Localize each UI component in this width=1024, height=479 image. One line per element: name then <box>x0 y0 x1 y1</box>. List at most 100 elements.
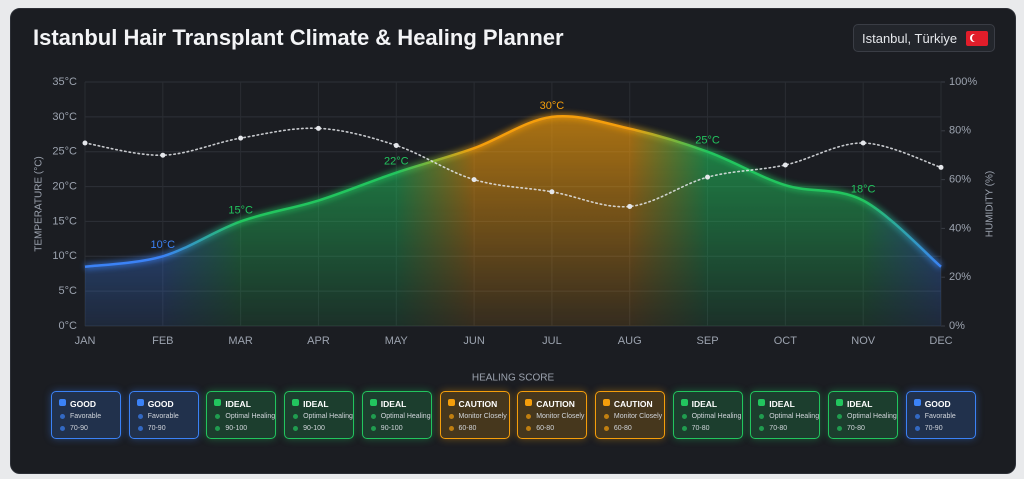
status: IDEAL <box>380 399 407 409</box>
humidity-point <box>705 174 711 180</box>
x-tick-label: SEP <box>697 335 719 347</box>
description: Favorable <box>924 413 956 420</box>
icon <box>448 426 454 431</box>
icon <box>448 414 454 419</box>
data-label: 18°C <box>851 183 876 195</box>
healing-card[interactable]: IDEAL Optimal Healing 90-100 <box>284 391 355 439</box>
status-icon <box>913 399 921 406</box>
description: Monitor Closely <box>458 413 507 420</box>
status-icon <box>292 399 300 406</box>
status-icon <box>369 399 377 406</box>
healing-card[interactable]: CAUTION Monitor Closely 60-80 <box>439 391 510 439</box>
status-icon <box>214 399 222 406</box>
icon <box>681 414 687 419</box>
icon <box>603 426 609 431</box>
status-icon <box>836 399 843 406</box>
score-range: 70-90 <box>70 425 88 432</box>
healing-card[interactable]: IDEAL Optimal Healing 70-80 <box>672 391 743 439</box>
icon <box>681 426 687 431</box>
y-tick-label: 15°C <box>52 215 77 227</box>
x-tick-label: APR <box>307 335 330 347</box>
icon <box>137 414 143 419</box>
status: IDEAL <box>303 399 329 409</box>
healing-card[interactable]: IDEAL Optimal Healing 90-100 <box>206 391 277 439</box>
healing-card[interactable]: IDEAL Optimal Healing 90-100 <box>361 391 432 439</box>
humidity-point <box>549 189 555 195</box>
x-tick-label: OCT <box>774 335 798 347</box>
status: IDEAL <box>847 399 873 409</box>
status: CAUTION <box>613 399 653 409</box>
status: GOOD <box>147 399 174 409</box>
icon <box>603 414 609 419</box>
description: Optimal Healing <box>380 413 431 420</box>
icon <box>837 426 842 431</box>
status-icon <box>680 399 688 406</box>
status: CAUTION <box>458 399 498 409</box>
x-tick-label: AUG <box>618 335 642 347</box>
data-label: 22°C <box>384 156 409 168</box>
humidity-point <box>627 203 633 209</box>
y2-axis-title: HUMIDITY (%) <box>985 171 996 237</box>
icon <box>293 414 299 419</box>
y-tick-label: 35°C <box>52 76 77 88</box>
title: Istanbul Hair Transplant Climate & Heali… <box>33 25 564 50</box>
status: IDEAL <box>769 399 795 409</box>
healing-card[interactable]: GOOD Favorable 70-90 <box>51 391 121 439</box>
y2-tick-label: 20% <box>949 271 971 283</box>
description: Monitor Closely <box>613 413 663 420</box>
icon <box>759 414 765 419</box>
data-label: 15°C <box>228 204 253 216</box>
x-tick-label: JUN <box>463 335 484 347</box>
x-tick-label: NOV <box>851 335 876 347</box>
icon <box>370 426 376 431</box>
y-tick-label: 20°C <box>52 180 77 192</box>
score-range: 70-90 <box>147 425 166 432</box>
score-range: 70-80 <box>769 425 788 432</box>
x-tick-label: MAY <box>385 335 409 347</box>
score-range: 90-100 <box>303 425 325 432</box>
status: GOOD <box>70 399 96 409</box>
x-tick-label: FEB <box>152 335 173 347</box>
location: Istanbul, Türkiye <box>862 31 958 46</box>
status-icon <box>447 399 455 406</box>
x-tick-label: JUL <box>542 335 562 347</box>
y-tick-label: 5°C <box>59 285 78 297</box>
healing-card[interactable]: CAUTION Monitor Closely 60-80 <box>594 391 665 439</box>
status-icon <box>602 399 610 406</box>
score-range: 70-80 <box>691 425 710 432</box>
icon <box>914 426 920 431</box>
icon <box>215 426 221 431</box>
icon <box>215 414 221 419</box>
y-tick-label: 25°C <box>52 146 77 158</box>
description: Favorable <box>147 413 179 420</box>
dashboard: 0°C 5°C 10°C 15°C 20°C 25°C 30°C 35°C 0% 20% 40% 60… <box>10 8 1016 474</box>
y2-tick-label: 60% <box>949 174 971 186</box>
status-icon <box>59 399 66 406</box>
healing-card[interactable]: IDEAL Optimal Healing 70-80 <box>828 391 898 439</box>
healing-card[interactable]: IDEAL Optimal Healing 70-80 <box>750 391 821 439</box>
y-axis-title: TEMPERATURE (°C) <box>34 156 45 251</box>
y2-tick-label: 80% <box>949 125 971 137</box>
icon <box>914 414 920 419</box>
icon <box>526 426 532 431</box>
status-icon <box>525 399 533 406</box>
y-tick-label: 10°C <box>52 250 77 262</box>
healing-card[interactable]: CAUTION Monitor Closely 60-80 <box>517 391 588 439</box>
humidity-point <box>860 140 866 146</box>
score-range: 70-90 <box>924 425 943 432</box>
flag <box>966 31 988 46</box>
healing-card[interactable]: GOOD Favorable 70-90 <box>905 391 976 439</box>
icon <box>60 426 65 431</box>
data-label: 30°C <box>540 100 565 112</box>
y-tick-label: 30°C <box>52 111 77 123</box>
description: Favorable <box>70 413 102 420</box>
x-tick-label: MAR <box>228 335 253 347</box>
data-label: 25°C <box>695 135 720 147</box>
humidity-point <box>471 177 477 183</box>
y2-tick-label: 40% <box>949 222 971 234</box>
temperature-line <box>84 114 942 268</box>
humidity-point <box>393 142 399 148</box>
location-badge[interactable]: Istanbul, Türkiye <box>853 24 995 52</box>
healing-card[interactable]: GOOD Favorable 70-90 <box>128 391 199 439</box>
